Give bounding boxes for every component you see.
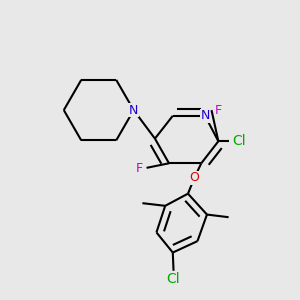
Text: F: F — [136, 163, 143, 176]
Text: Cl: Cl — [167, 272, 180, 286]
Text: O: O — [190, 171, 200, 184]
Text: Cl: Cl — [232, 134, 246, 148]
Text: N: N — [200, 109, 210, 122]
Text: F: F — [215, 103, 222, 117]
Text: N: N — [129, 103, 138, 117]
